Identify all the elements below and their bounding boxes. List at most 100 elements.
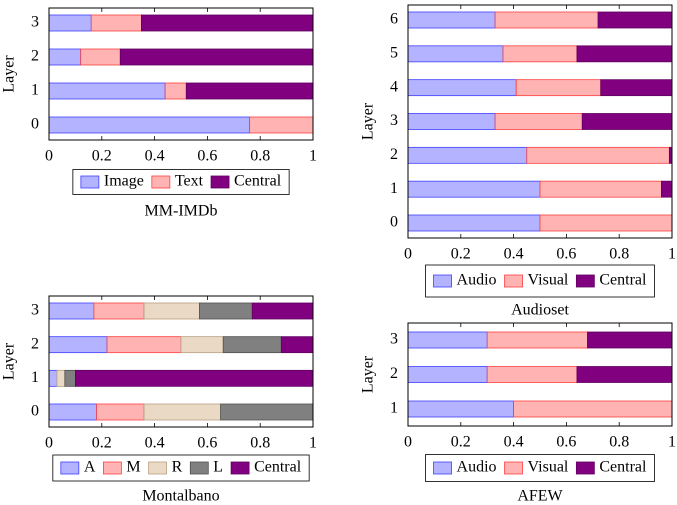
plot-frame — [407, 322, 673, 427]
y-tick-label: 2 — [31, 335, 39, 352]
legend-swatch — [504, 461, 523, 475]
bar-segment — [407, 11, 496, 29]
bar-segment — [587, 331, 673, 349]
x-tick-label: 0.2 — [92, 148, 112, 165]
bar-segment — [581, 113, 673, 130]
bar-segment — [539, 180, 662, 198]
x-tick-label: 0.4 — [145, 435, 165, 452]
legend-frame — [72, 169, 290, 195]
bar-segment — [180, 336, 224, 354]
bar-segment — [407, 113, 496, 130]
legend: Audio Visual Central — [425, 264, 655, 298]
bar-segment — [502, 45, 578, 63]
x-axis-label: MM-IMDb — [145, 203, 218, 220]
legend-swatch — [575, 274, 595, 288]
bar-segment — [220, 403, 314, 421]
legend-label: Visual — [528, 459, 569, 476]
bar-segment — [515, 79, 602, 97]
bar-segment — [48, 82, 166, 100]
legend-label: Visual — [528, 272, 569, 289]
legend-swatch — [151, 175, 171, 189]
legend-swatch — [189, 461, 209, 475]
y-tick-label: 0 — [390, 214, 398, 231]
bar-segment — [185, 82, 314, 100]
bar-segment — [407, 331, 488, 349]
y-tick-label: 1 — [31, 82, 39, 99]
legend-swatch — [433, 461, 452, 475]
legend-swatch — [148, 461, 168, 475]
legend-label: Audio — [457, 459, 497, 476]
legend-frame — [425, 454, 655, 482]
bar-segment — [280, 336, 314, 354]
x-tick-label: 0.4 — [504, 246, 524, 263]
legend: Audio Visual Central — [425, 454, 655, 482]
chart: 0 1 2 3 4 5 6 0 0.2 0.4 0.6 0.8 1 Layer Audioset Audio V… — [360, 4, 676, 319]
bar-segment — [96, 403, 145, 421]
chart: 0 1 2 3 0 0.2 0.4 0.6 0.8 1 Layer Montalbano A M R L Cen… — [1, 295, 317, 505]
bar-segment — [64, 369, 76, 387]
x-tick-label: 0.8 — [609, 246, 629, 263]
x-tick-label: 0.2 — [451, 246, 471, 263]
legend-frame — [425, 264, 655, 298]
bar-segment — [48, 403, 97, 421]
legend-label: Central — [599, 459, 647, 476]
chart: 1 2 3 0 0.2 0.4 0.6 0.8 1 Layer AFEW Audio Visual Cen… — [360, 322, 676, 505]
y-tick-label: 2 — [390, 365, 398, 382]
x-tick-label: 0.8 — [609, 434, 629, 451]
bar-segment — [407, 366, 488, 383]
y-axis-label: Layer — [1, 342, 18, 380]
y-tick-label: 3 — [31, 302, 39, 319]
y-tick-label: 3 — [390, 112, 398, 129]
bar-segment — [600, 79, 673, 97]
bar-segment — [576, 366, 673, 383]
y-tick-label: 1 — [390, 180, 398, 197]
bar-segment — [494, 113, 583, 130]
y-tick-label: 1 — [31, 369, 39, 386]
legend-swatch — [80, 175, 100, 189]
x-tick-label: 0.6 — [556, 246, 576, 263]
bar-segment — [526, 146, 670, 164]
x-tick-label: 1 — [668, 434, 676, 451]
bar-segment — [249, 116, 314, 134]
y-tick-label: 3 — [390, 331, 398, 348]
legend-label: Central — [234, 173, 282, 190]
bar-segment — [513, 400, 673, 418]
bar-segment — [494, 11, 599, 29]
legend-label: Image — [104, 173, 144, 190]
bar-segment — [222, 336, 282, 354]
y-axis-label: Layer — [1, 55, 18, 93]
x-tick-label: 0.4 — [504, 434, 524, 451]
x-tick-label: 0.6 — [556, 434, 576, 451]
y-tick-label: 2 — [390, 146, 398, 163]
x-tick-label: 0.8 — [250, 435, 270, 452]
x-axis-label: Montalbano — [142, 488, 219, 505]
legend-swatch — [230, 461, 250, 475]
legend-label: A — [84, 459, 96, 476]
x-axis-label: AFEW — [517, 488, 563, 505]
y-axis-label: Layer — [360, 102, 377, 140]
x-tick-label: 0.6 — [197, 435, 217, 452]
legend-swatch — [210, 175, 230, 189]
bar-segment — [48, 14, 92, 32]
bar-segment — [93, 302, 145, 320]
x-tick-label: 0.4 — [145, 148, 165, 165]
bar-segment — [407, 400, 514, 418]
y-tick-label: 0 — [31, 403, 39, 420]
legend-label: Central — [254, 459, 302, 476]
x-tick-label: 1 — [668, 246, 676, 263]
legend-swatch — [102, 461, 122, 475]
legend-swatch — [433, 274, 452, 288]
bar-segment — [106, 336, 182, 354]
x-tick-label: 1 — [309, 148, 317, 165]
bar-segment — [90, 14, 142, 32]
x-tick-label: 0 — [404, 434, 412, 451]
bar-segment — [407, 146, 528, 164]
y-axis-label: Layer — [360, 355, 377, 393]
y-tick-label: 0 — [31, 116, 39, 133]
legend-label: Central — [599, 272, 647, 289]
x-tick-label: 0.2 — [451, 434, 471, 451]
bar-segment — [576, 45, 673, 63]
plot-frame — [48, 7, 314, 141]
legend: Image Text Central — [72, 169, 290, 195]
legend-label: R — [172, 459, 183, 476]
